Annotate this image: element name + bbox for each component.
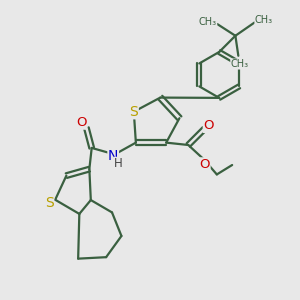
Text: N: N: [108, 149, 119, 163]
Text: O: O: [76, 116, 86, 129]
Text: O: O: [200, 158, 210, 171]
Text: S: S: [129, 105, 138, 119]
Text: S: S: [45, 196, 54, 210]
Text: CH₃: CH₃: [255, 15, 273, 25]
Text: H: H: [114, 157, 123, 170]
Text: O: O: [203, 119, 214, 132]
Text: CH₃: CH₃: [231, 59, 249, 69]
Text: CH₃: CH₃: [199, 16, 217, 27]
